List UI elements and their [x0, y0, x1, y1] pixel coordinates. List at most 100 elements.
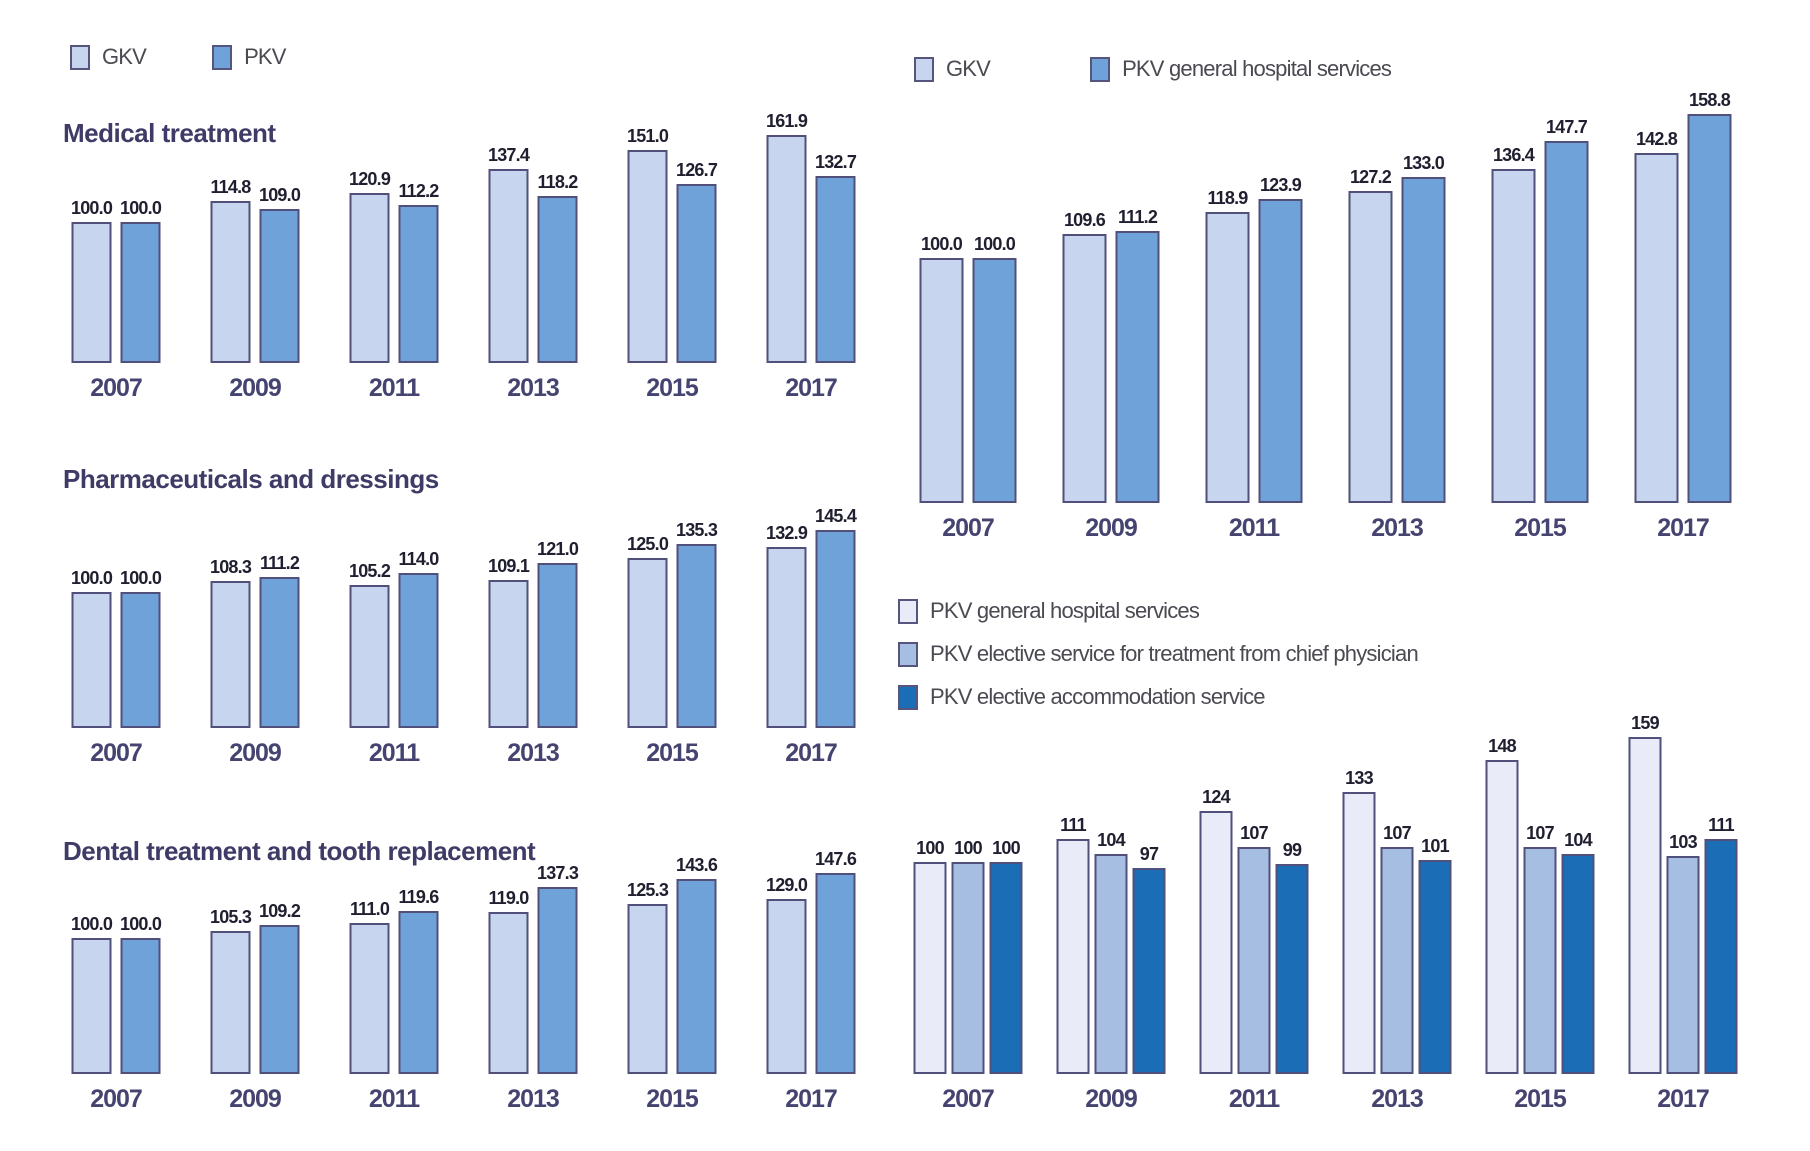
value-label-pkv-elective-service-for-treatment-from-chief-physician-2007: 100 — [954, 838, 982, 858]
bar-group-2015: 151.0 126.7 — [627, 126, 718, 363]
value-label-gkv-2009: 109.6 — [1063, 210, 1106, 230]
bar-pkv-2007 — [120, 222, 161, 363]
value-label-gkv-2009: 114.8 — [210, 177, 251, 197]
x-tick-2017: 2017 — [785, 739, 838, 767]
x-tick-2013: 2013 — [1371, 1085, 1424, 1113]
bar-col-gkv-2007: 100.0 — [919, 234, 964, 503]
x-tick-2015: 2015 — [1514, 1085, 1567, 1113]
value-label-pkv-2009: 109.2 — [258, 901, 301, 921]
bar-col-pkv-elective-accommodation-service-2007: 100 — [989, 838, 1023, 1074]
value-label-pkv-2011: 112.2 — [398, 181, 439, 201]
bar-pkv-2013 — [537, 196, 578, 363]
bar-group-2013: 127.2 133.0 — [1348, 153, 1446, 503]
value-label-gkv-2011: 118.9 — [1207, 188, 1248, 208]
bar-group-2011: 118.9 123.9 — [1205, 175, 1303, 503]
bar-pkv-2011 — [398, 911, 439, 1074]
value-label-pkv-general-hospital-services-2009: 111.2 — [1117, 207, 1158, 227]
bar-gkv-2017 — [1634, 153, 1679, 503]
bar-group-2007: 100 100 100 — [913, 838, 1023, 1074]
x-tick-2009: 2009 — [1085, 1085, 1138, 1113]
bar-col-pkv-2013: 121.0 — [537, 539, 579, 728]
bar-group-2013: 137.4 118.2 — [488, 145, 578, 363]
bar-group-2011: 111.0 119.6 — [349, 887, 439, 1074]
bar-pkv-2007 — [120, 938, 161, 1074]
bar-col-pkv-elective-service-for-treatment-from-chief-physician-2011: 107 — [1237, 823, 1271, 1074]
legend-item-pkv-general-hospital-services: PKV general hospital services — [1090, 56, 1392, 82]
value-label-pkv-general-hospital-services-2007: 100.0 — [973, 234, 1016, 254]
bar-group-2009: 108.3 111.2 — [210, 553, 300, 728]
value-label-pkv-general-hospital-services-2011: 124 — [1202, 787, 1230, 807]
value-label-pkv-elective-accommodation-service-2007: 100 — [992, 838, 1020, 858]
bar-group-2007: 100.0 100.0 — [71, 568, 162, 728]
bar-col-pkv-2011: 112.2 — [398, 181, 439, 363]
value-label-pkv-elective-service-for-treatment-from-chief-physician-2013: 107 — [1383, 823, 1411, 843]
legend-label: PKV general hospital services — [1122, 56, 1392, 81]
bar-pkv-elective-accommodation-service-2011 — [1275, 864, 1309, 1074]
bar-pkv-2015 — [676, 544, 717, 728]
value-label-pkv-2015: 143.6 — [675, 855, 718, 875]
legend-swatch-pkv-general-hospital-services — [1090, 56, 1111, 82]
value-label-pkv-elective-accommodation-service-2009: 97 — [1139, 844, 1159, 864]
bar-col-gkv-2009: 105.3 — [210, 907, 252, 1074]
legend-swatch-gkv — [914, 56, 934, 82]
bar-pkv-general-hospital-services-2013 — [1401, 177, 1446, 503]
x-tick-2011: 2011 — [368, 1085, 420, 1113]
value-label-pkv-2007: 100.0 — [119, 198, 162, 218]
bar-group-2007: 100.0 100.0 — [919, 234, 1017, 503]
bar-group-2013: 119.0 137.3 — [488, 863, 579, 1074]
bar-col-pkv-elective-service-for-treatment-from-chief-physician-2013: 107 — [1380, 823, 1414, 1074]
bar-col-pkv-general-hospital-services-2011: 123.9 — [1258, 175, 1303, 503]
bar-col-pkv-elective-accommodation-service-2015: 104 — [1561, 830, 1595, 1074]
bar-pkv-elective-service-for-treatment-from-chief-physician-2017 — [1666, 856, 1700, 1074]
value-label-pkv-2009: 109.0 — [258, 185, 301, 205]
bar-col-pkv-general-hospital-services-2007: 100.0 — [972, 234, 1017, 503]
bar-col-gkv-2011: 118.9 — [1205, 188, 1250, 503]
bar-gkv-2013 — [488, 169, 529, 363]
legend-swatch-pkv-elective-service-for-treatment-from-chief-physician — [898, 641, 918, 667]
bar-col-pkv-general-hospital-services-2013: 133 — [1342, 768, 1376, 1074]
value-label-pkv-2013: 137.3 — [536, 863, 579, 883]
bar-col-pkv-general-hospital-services-2017: 159 — [1628, 713, 1662, 1074]
bar-pkv-elective-accommodation-service-2013 — [1418, 860, 1452, 1074]
legend-item-pkv: PKV — [212, 44, 286, 70]
bar-pkv-2015 — [676, 879, 717, 1074]
bar-group-2007: 100.0 100.0 — [71, 198, 162, 363]
legend-label: GKV — [946, 56, 991, 81]
chart-title-dental-treatment-and-tooth-replacement: Dental treatment and tooth replacement — [63, 836, 536, 866]
bar-pkv-elective-service-for-treatment-from-chief-physician-2011 — [1237, 847, 1271, 1074]
bar-pkv-elective-accommodation-service-2007 — [989, 862, 1023, 1074]
value-label-pkv-2007: 100.0 — [119, 568, 162, 588]
legend-item-pkv-general-hospital-services: PKV general hospital services — [898, 598, 1418, 624]
x-tick-2007: 2007 — [942, 514, 995, 542]
x-tick-2007: 2007 — [90, 739, 143, 767]
bar-col-pkv-2007: 100.0 — [119, 568, 162, 728]
x-tick-2007: 2007 — [90, 1085, 143, 1113]
bar-col-pkv-2015: 143.6 — [675, 855, 718, 1074]
bar-gkv-2015 — [627, 904, 668, 1074]
bar-gkv-2011 — [1205, 212, 1250, 503]
bar-col-gkv-2009: 109.6 — [1062, 210, 1107, 503]
legend-swatch-pkv-elective-accommodation-service — [898, 684, 918, 710]
bar-gkv-2013 — [1348, 191, 1393, 503]
bar-pkv-2015 — [676, 184, 717, 363]
value-label-gkv-2017: 161.9 — [765, 111, 808, 131]
value-label-pkv-2017: 147.6 — [814, 849, 857, 869]
bar-pkv-2017 — [815, 873, 856, 1074]
bar-col-gkv-2013: 127.2 — [1348, 167, 1393, 503]
bar-gkv-2017 — [766, 547, 807, 728]
bar-col-gkv-2009: 108.3 — [210, 557, 252, 728]
x-tick-2013: 2013 — [507, 374, 560, 402]
bar-gkv-2009 — [210, 931, 251, 1074]
value-label-pkv-2011: 119.6 — [398, 887, 439, 907]
bar-col-pkv-elective-service-for-treatment-from-chief-physician-2017: 103 — [1666, 832, 1700, 1074]
bar-group-2017: 159 103 111 — [1628, 713, 1738, 1074]
value-label-gkv-2011: 120.9 — [348, 169, 391, 189]
bar-gkv-2015 — [627, 558, 668, 728]
value-label-pkv-general-hospital-services-2013: 133 — [1345, 768, 1373, 788]
x-tick-2009: 2009 — [229, 374, 282, 402]
bar-col-gkv-2013: 109.1 — [488, 556, 530, 728]
bar-gkv-2015 — [1491, 169, 1536, 503]
bar-col-pkv-2011: 114.0 — [398, 549, 439, 728]
